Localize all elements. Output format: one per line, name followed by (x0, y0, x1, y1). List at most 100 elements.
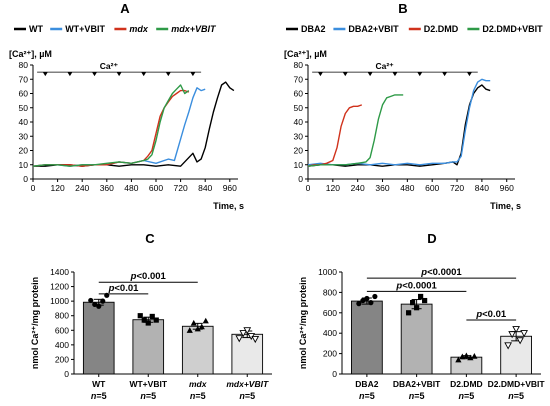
data-point (467, 354, 474, 361)
y-tick-label: 200 (55, 354, 69, 364)
y-tick-label: 30 (294, 131, 304, 141)
y-axis-label: nmol Ca²⁺/mg protein (298, 277, 308, 369)
bar (132, 319, 165, 375)
data-point (368, 300, 374, 306)
data-point (364, 295, 370, 302)
panel-a: A WT WT+VBIT mdx mdx+VBIT 0 10 20 30 40 50 60 70 80 0… (9, 1, 244, 211)
y-tick-label: 20 (294, 146, 304, 156)
y-tick-label: 800 (323, 287, 337, 297)
category-label: WT (92, 379, 106, 389)
legend-label: D2.DMD+VBIT (482, 24, 543, 34)
significance-label: p<0.01 (475, 309, 507, 320)
ca-addition-arrow (165, 72, 171, 77)
x-tick-label: 120 (326, 183, 340, 193)
y-tick-label: 600 (55, 325, 69, 335)
data-point (137, 313, 143, 319)
legend-label: WT (29, 24, 43, 34)
data-point (455, 356, 462, 363)
x-tick-label: 240 (75, 183, 89, 193)
category-label: DBA2 (355, 379, 378, 389)
data-point (96, 303, 102, 309)
y-tick-label: 0 (298, 174, 303, 184)
x-tick-label: 960 (500, 183, 514, 193)
n-label: n=5 (508, 391, 524, 401)
ca-addition-arrow (466, 72, 472, 77)
x-tick-label: 840 (198, 183, 212, 193)
y-tick-label: 600 (323, 308, 337, 318)
bar (82, 301, 115, 375)
bar (400, 303, 433, 375)
ca-addition-arrow (141, 72, 147, 77)
ca-label: Ca²⁺ (375, 61, 394, 71)
y-tick-label: 1200 (50, 282, 69, 292)
y-tick-label: 70 (294, 74, 304, 84)
category-label: D2.DMD+VBIT (488, 379, 546, 389)
y-tick-label: 20 (19, 146, 29, 156)
y-tick-label: 80 (19, 60, 29, 70)
bar (450, 356, 483, 375)
category-label: mdx+VBIT (226, 379, 269, 389)
panel-b-label: B (398, 1, 407, 16)
data-point (414, 305, 420, 311)
panel-b: B DBA2 DBA2+VBIT D2.DMD D2.DMD+VBIT 0 10 20 30 4… (284, 1, 543, 211)
data-point (100, 298, 106, 304)
legend-label: D2.DMD (424, 24, 459, 34)
data-point (372, 293, 378, 300)
data-point (239, 330, 248, 338)
x-tick-label: 600 (425, 183, 439, 193)
y-tick-label: 0 (332, 369, 337, 379)
panel-a-label: A (120, 1, 130, 16)
x-tick-label: 600 (149, 183, 163, 193)
x-tick-label: 480 (400, 183, 414, 193)
ca-addition-arrow (367, 72, 373, 77)
bar (500, 335, 532, 375)
data-point (88, 297, 94, 304)
x-tick-label: 0 (306, 183, 311, 193)
x-tick-label: 720 (450, 183, 464, 193)
data-point (508, 331, 516, 339)
data-point (251, 335, 260, 344)
n-label: n=5 (359, 391, 375, 401)
x-tick-label: 120 (51, 183, 65, 193)
y-axis-label: [Ca²⁺], µM (9, 49, 52, 59)
y-tick-label: 1400 (50, 267, 69, 277)
ca-addition-arrow (392, 72, 398, 77)
x-axis-label: Time, s (213, 201, 244, 211)
data-point (190, 319, 197, 326)
y-tick-label: 10 (294, 160, 304, 170)
y-tick-label: 1000 (50, 296, 69, 306)
x-tick-label: 720 (174, 183, 188, 193)
ca-addition-arrow (417, 72, 423, 77)
y-tick-label: 400 (323, 328, 337, 338)
x-tick-label: 360 (375, 183, 389, 193)
legend-label: DBA2 (301, 24, 326, 34)
data-point (406, 310, 412, 316)
x-axis-label: Time, s (490, 201, 521, 211)
ca-addition-arrow (317, 72, 323, 77)
n-label: n=5 (190, 391, 206, 401)
series-line-dba2 (307, 84, 491, 167)
category-label: D2.DMD (450, 379, 483, 389)
data-point (198, 323, 205, 330)
series-line-mdx (32, 89, 190, 167)
significance-label: p<0.0001 (420, 267, 462, 278)
y-axis-label: [Ca²⁺], µM (284, 49, 327, 59)
ca-label: Ca²⁺ (100, 61, 119, 71)
ca-addition-arrow (67, 72, 73, 77)
data-point (186, 327, 193, 333)
data-point (410, 300, 416, 306)
legend-label: DBA2+VBIT (348, 24, 399, 34)
ca-addition-arrow (92, 72, 97, 77)
bar (231, 333, 264, 375)
data-point (243, 327, 252, 335)
data-point (235, 335, 244, 343)
y-tick-label: 800 (55, 311, 69, 321)
bar (181, 325, 214, 375)
ca-addition-arrow (190, 72, 196, 77)
y-tick-label: 80 (294, 60, 304, 70)
n-label: n=5 (409, 391, 425, 401)
data-point (149, 313, 155, 320)
data-point (471, 353, 478, 359)
y-tick-label: 50 (294, 103, 304, 113)
bar (351, 300, 383, 375)
